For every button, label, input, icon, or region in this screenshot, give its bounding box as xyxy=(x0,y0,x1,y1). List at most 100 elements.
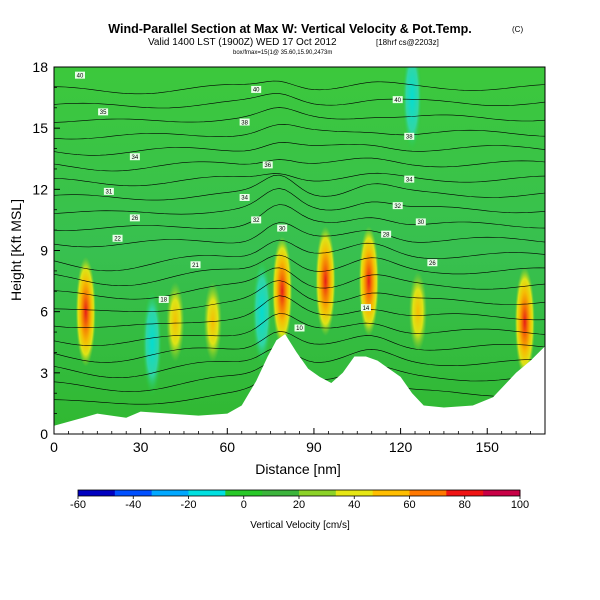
y-tick-label-2: 6 xyxy=(40,304,48,320)
isentrope-label-bg-18 xyxy=(404,175,415,183)
isentrope-label-bg-2 xyxy=(129,153,140,161)
isentrope-6 xyxy=(54,280,545,312)
isentrope-label-20: 28 xyxy=(383,232,390,238)
isentrope-label-bg-4 xyxy=(129,214,140,222)
updraft-4 xyxy=(315,226,336,337)
isentrope-label-bg-5 xyxy=(112,234,123,242)
isentrope-label-bg-6 xyxy=(190,261,201,269)
isentrope-label-3: 31 xyxy=(106,190,113,196)
isentrope-label-bg-17 xyxy=(404,132,415,140)
colorbar-swatch-3 xyxy=(188,490,226,496)
isentrope-18 xyxy=(54,107,545,123)
downdraft-2 xyxy=(402,67,423,153)
isentrope-label-6: 21 xyxy=(192,263,199,269)
isentrope-label-13: 30 xyxy=(279,226,286,232)
isentrope-label-14: 10 xyxy=(296,326,303,332)
x-tick-label-1: 30 xyxy=(133,439,149,455)
colorbar-swatch-0 xyxy=(78,490,116,496)
y-tick-label-5: 15 xyxy=(32,120,48,136)
colorbar-tick-label-6: 60 xyxy=(403,499,415,511)
isentrope-17 xyxy=(54,123,545,140)
colorbar-tick-label-8: 100 xyxy=(511,499,529,511)
isentrope-label-11: 34 xyxy=(241,196,248,202)
isentrope-label-18: 34 xyxy=(406,177,413,183)
isentrope-label-1: 35 xyxy=(100,110,107,116)
colorbar-swatch-8 xyxy=(372,490,410,496)
colorbar-swatch-7 xyxy=(335,490,374,496)
downdraft-0 xyxy=(142,287,163,398)
updraft-0 xyxy=(75,256,96,367)
isentrope-label-12: 32 xyxy=(253,218,260,224)
isentrope-12 xyxy=(54,188,545,215)
chart-subtitle-2: box/fmax=15(1@ 35.60,15.90,2473m xyxy=(233,50,332,56)
x-axis-label: Distance [nm] xyxy=(255,461,341,477)
x-tick-label-2: 60 xyxy=(220,439,236,455)
isentrope-label-7: 18 xyxy=(160,298,167,304)
isentrope-label-bg-0 xyxy=(74,71,85,79)
updraft-1 xyxy=(166,281,185,362)
isentrope-label-5: 22 xyxy=(114,236,121,242)
colorbar-swatch-10 xyxy=(446,490,484,496)
isentrope-label-bg-11 xyxy=(239,193,250,201)
isentrope-label-bg-15 xyxy=(360,304,371,312)
isentrope-label-bg-1 xyxy=(98,108,109,116)
y-tick-label-6: 18 xyxy=(32,59,48,75)
plot-area: 40 35 34 31 26 22 21 18 40 38 36 34 32 30 10 14 40 38 34 32… xyxy=(54,67,545,434)
colorbar-swatch-5 xyxy=(262,490,300,496)
x-tick-label-4: 120 xyxy=(389,439,413,455)
isentrope-label-bg-20 xyxy=(381,230,392,238)
colorbar-tick-label-5: 40 xyxy=(348,499,360,511)
updraft-6 xyxy=(408,271,427,352)
colorbar-swatch-6 xyxy=(299,490,337,496)
isentrope-3 xyxy=(54,331,545,363)
terrain-surface xyxy=(54,334,545,434)
isentrope-label-15: 14 xyxy=(363,306,370,312)
isentrope-19 xyxy=(54,93,545,109)
colorbar-label: Vertical Velocity [cm/s] xyxy=(250,520,350,531)
updraft-3 xyxy=(272,236,293,347)
isentrope-label-8: 40 xyxy=(253,88,260,94)
x-tick-label-0: 0 xyxy=(50,439,58,455)
colorbar-tick-label-1: -40 xyxy=(125,499,141,511)
isentrope-9 xyxy=(54,239,545,272)
colorbar-swatch-2 xyxy=(151,490,189,496)
y-tick-label-3: 9 xyxy=(40,243,48,259)
colorbar-tick-label-3: 0 xyxy=(241,499,247,511)
isentrope-5 xyxy=(54,295,545,328)
isentrope-4 xyxy=(54,313,545,346)
isentrope-label-0: 40 xyxy=(77,73,84,79)
y-axis-label: Height [Kft MSL] xyxy=(8,199,24,301)
isentrope-label-bg-21 xyxy=(415,218,426,226)
isentrope-labels: 40 35 34 31 26 22 21 18 40 38 36 34 32 30 10 14 40 38 34 32… xyxy=(74,71,438,332)
isentrope-label-17: 38 xyxy=(406,135,413,141)
y-tick-label-0: 0 xyxy=(40,426,48,442)
isentrope-label-19: 32 xyxy=(394,204,401,210)
isentrope-label-9: 38 xyxy=(241,120,248,126)
isentrope-label-bg-12 xyxy=(251,216,262,224)
isentrope-label-4: 26 xyxy=(132,216,139,222)
isentrope-label-bg-22 xyxy=(427,259,438,267)
isentrope-label-10: 36 xyxy=(264,163,271,169)
isentrope-label-2: 34 xyxy=(132,155,139,161)
isentrope-label-bg-9 xyxy=(239,118,250,126)
colorbar-swatch-9 xyxy=(409,490,447,496)
chart-subtitle: Valid 1400 LST (1900Z) WED 17 Oct 2012 xyxy=(148,37,337,48)
colorbar: -60 -40 -20 0 20 40 60 80 100 xyxy=(70,489,529,511)
colorbar-tick-label-7: 80 xyxy=(459,499,471,511)
downdraft-1 xyxy=(251,256,272,367)
updraft-7 xyxy=(514,266,535,377)
colorbar-tick-label-0: -60 xyxy=(70,499,86,511)
isentrope-label-bg-10 xyxy=(262,161,273,169)
chart-subtitle-note: [18hrf cs@2203z] xyxy=(376,38,439,47)
isentrope-20 xyxy=(54,80,545,95)
chart-title-mark: (C) xyxy=(512,25,523,34)
chart-title: Wind-Parallel Section at Max W: Vertical… xyxy=(108,22,471,36)
isentrope-7 xyxy=(54,267,545,300)
colorbar-tick-label-2: -20 xyxy=(181,499,197,511)
isentrope-label-21: 30 xyxy=(417,220,424,226)
isentrope-14 xyxy=(54,172,545,187)
isentrope-label-bg-13 xyxy=(277,224,288,232)
colorbar-swatch-1 xyxy=(114,490,153,496)
colorbar-swatch-11 xyxy=(483,490,521,496)
